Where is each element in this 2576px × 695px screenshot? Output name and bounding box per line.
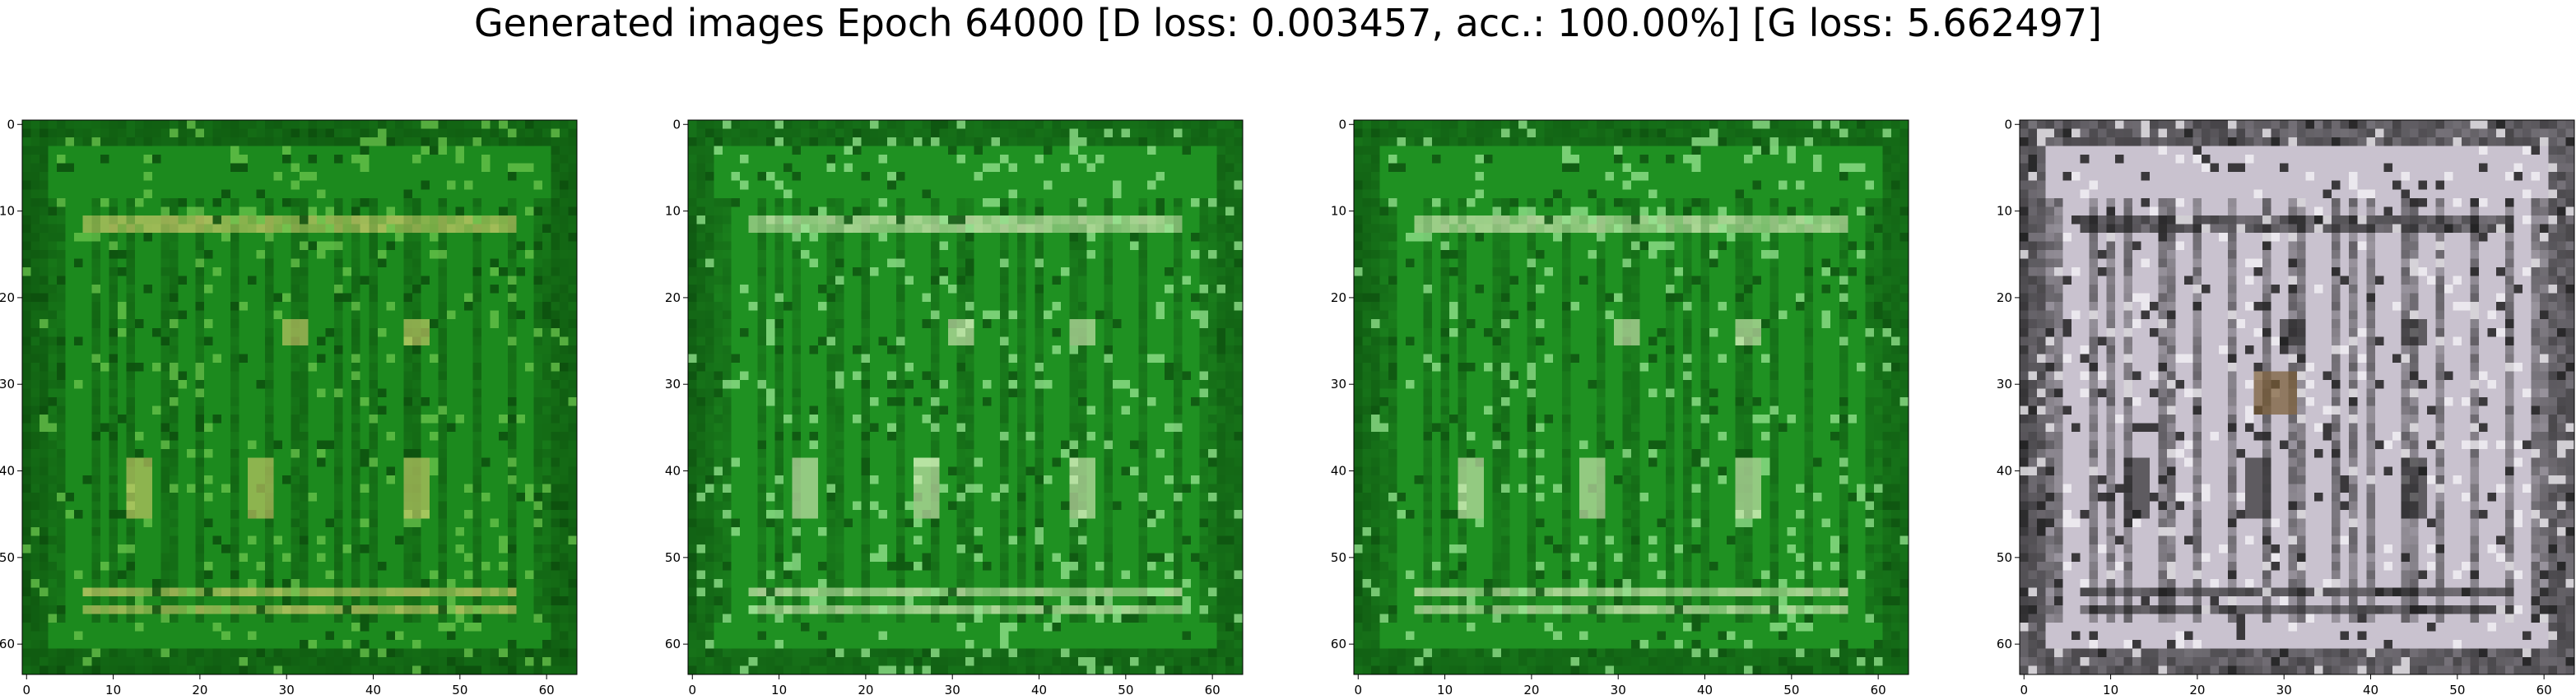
axes-frame-3	[1353, 119, 1909, 675]
x-tick-label: 60	[2536, 683, 2552, 695]
y-tick-label: 50	[1331, 550, 1346, 565]
y-tick-label: 40	[1997, 464, 2012, 479]
x-tick-label: 60	[1205, 683, 1221, 695]
generated-image-1	[22, 120, 577, 674]
y-tick-label: 10	[1997, 204, 2012, 219]
x-tick-label: 10	[105, 683, 121, 695]
y-tick-label: 10	[0, 204, 15, 219]
y-tick-label: 20	[1997, 290, 2012, 305]
x-tick-label: 20	[192, 683, 207, 695]
x-tick-label: 10	[2103, 683, 2118, 695]
x-tick-label: 0	[688, 683, 696, 695]
y-tick-label: 40	[665, 464, 681, 479]
y-tick-label: 0	[2004, 117, 2012, 132]
y-tick-label: 60	[1997, 637, 2012, 651]
y-tick-label: 50	[665, 550, 681, 565]
x-tick-label: 0	[2020, 683, 2028, 695]
x-tick-label: 30	[279, 683, 295, 695]
x-tick-label: 10	[771, 683, 787, 695]
x-tick-label: 30	[2276, 683, 2292, 695]
x-tick-label: 30	[1611, 683, 1626, 695]
x-tick-label: 30	[945, 683, 960, 695]
y-tick-label: 60	[0, 637, 15, 651]
y-tick-label: 0	[1338, 117, 1346, 132]
y-tick-label: 20	[0, 290, 15, 305]
y-tick-label: 50	[0, 550, 15, 565]
x-tick-label: 50	[452, 683, 467, 695]
x-tick-label: 50	[1783, 683, 1799, 695]
y-tick-label: 30	[1997, 377, 2012, 392]
axes-frame-1	[21, 119, 578, 675]
y-tick-label: 0	[672, 117, 681, 132]
y-tick-label: 50	[1997, 550, 2012, 565]
y-tick-label: 60	[665, 637, 681, 651]
x-tick-label: 40	[1697, 683, 1713, 695]
x-tick-label: 40	[365, 683, 381, 695]
y-tick-label: 40	[0, 464, 15, 479]
x-tick-label: 40	[1031, 683, 1047, 695]
y-tick-label: 30	[0, 377, 15, 392]
x-tick-label: 60	[539, 683, 555, 695]
x-tick-label: 50	[2449, 683, 2465, 695]
x-tick-label: 0	[1354, 683, 1362, 695]
y-tick-label: 20	[665, 290, 681, 305]
x-tick-label: 20	[858, 683, 873, 695]
x-tick-label: 20	[1523, 683, 1539, 695]
generated-image-2	[688, 120, 1243, 674]
y-tick-label: 20	[1331, 290, 1346, 305]
generated-image-4	[2020, 120, 2574, 674]
y-tick-label: 30	[665, 377, 681, 392]
y-tick-label: 30	[1331, 377, 1346, 392]
y-tick-label: 60	[1331, 637, 1346, 651]
y-tick-label: 10	[665, 204, 681, 219]
x-tick-label: 0	[22, 683, 30, 695]
x-tick-label: 60	[1871, 683, 1886, 695]
x-tick-label: 20	[2189, 683, 2205, 695]
figure-title: Generated images Epoch 64000 [D loss: 0.…	[473, 1, 2103, 45]
x-tick-label: 50	[1118, 683, 1133, 695]
generated-image-3	[1354, 120, 1909, 674]
x-tick-label: 40	[2363, 683, 2378, 695]
axes-frame-4	[2019, 119, 2575, 675]
y-tick-label: 0	[7, 117, 15, 132]
x-tick-label: 10	[1437, 683, 1453, 695]
y-tick-label: 40	[1331, 464, 1346, 479]
axes-frame-2	[687, 119, 1244, 675]
y-tick-label: 10	[1331, 204, 1346, 219]
